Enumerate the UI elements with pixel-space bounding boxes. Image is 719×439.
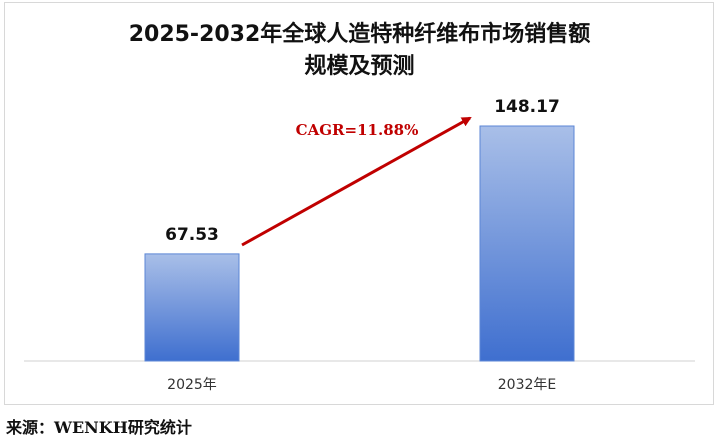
data-label: 67.53 [165,225,219,245]
x-tick-label: 2032年E [498,377,556,393]
bar-0 [144,253,240,362]
bar-1 [479,125,575,362]
chart-title-line-2: 规模及预测 [304,54,415,79]
cagr-annotation: CAGR=11.88% [296,121,419,139]
source-note: 来源：WENKH研究统计 [6,418,192,437]
data-label: 148.17 [494,97,560,117]
chart-frame [4,2,714,405]
x-tick-label: 2025年 [167,377,217,393]
cagr-arrow [241,116,472,247]
chart-title-line-1: 2025-2032年全球人造特种纤维布市场销售额 [128,22,591,47]
